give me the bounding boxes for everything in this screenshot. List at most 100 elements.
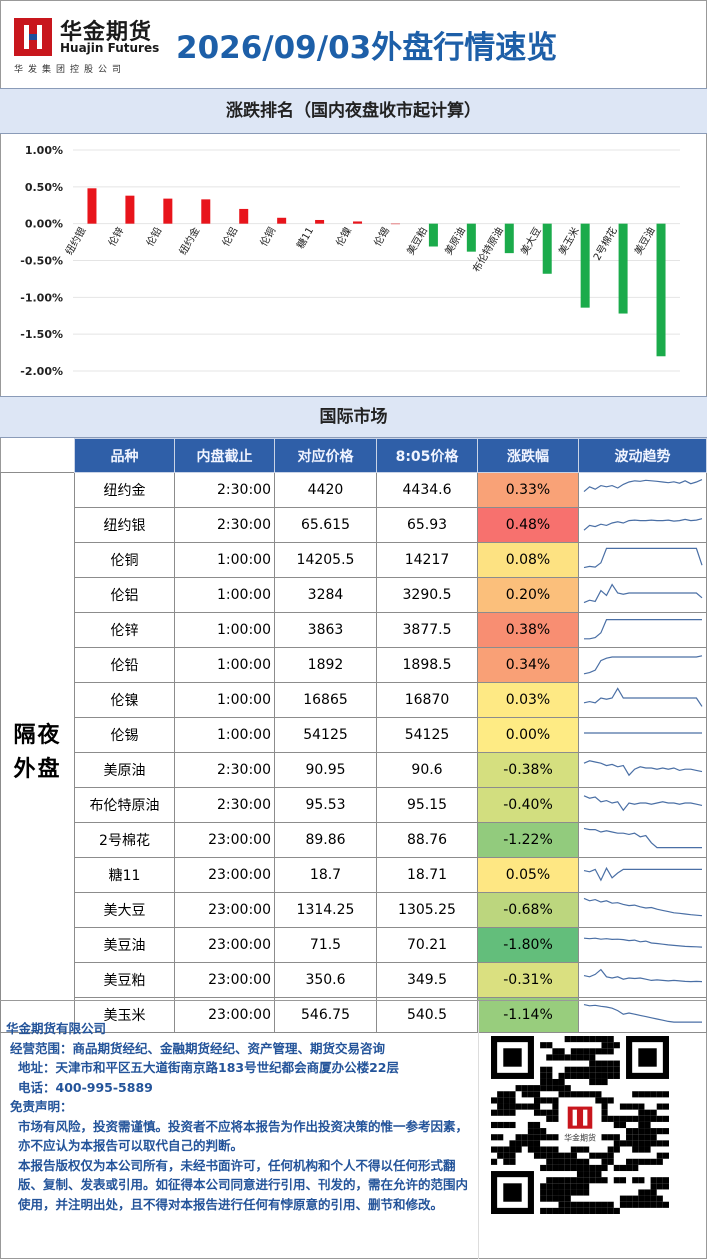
- cell-cutoff: 2:30:00: [174, 507, 275, 543]
- cell-change: 0.08%: [477, 542, 579, 578]
- y-tick-label: -2.00%: [20, 365, 63, 378]
- table-row: 布伦特原油 2:30:00 95.53 95.15 -0.40%: [1, 787, 707, 823]
- x-tick-label: 美豆油: [631, 225, 657, 257]
- sparkline: [583, 479, 702, 493]
- cell-name: 伦镍: [74, 682, 175, 718]
- bar-糖11: [315, 219, 325, 224]
- cell-change: 0.38%: [477, 612, 579, 648]
- cell-cutoff: 23:00:00: [174, 892, 275, 928]
- sparkline: [583, 1004, 702, 1023]
- cell-price: 16870: [376, 682, 478, 718]
- sparkline: [583, 760, 702, 777]
- table-row: 隔夜 外盘 纽约金 2:30:00 4420 4434.6 0.33%: [0, 472, 707, 1033]
- cell-name: 伦铝: [74, 577, 175, 613]
- cell-cutoff: 23:00:00: [174, 822, 275, 858]
- company-phone: 电话：400-995-5889: [18, 1079, 153, 1095]
- y-tick-label: 0.50%: [25, 181, 63, 194]
- x-tick-label: 伦铅: [143, 225, 164, 249]
- table-row: 伦铅 1:00:00 1892 1898.5 0.34%: [1, 647, 707, 683]
- bar-伦铝: [239, 208, 249, 224]
- cell-price: 65.93: [376, 507, 478, 543]
- cell-name: 纽约银: [74, 507, 175, 543]
- cell-price: 90.6: [376, 752, 478, 788]
- cell-change: 0.33%: [477, 472, 579, 508]
- cell-change: 0.00%: [477, 717, 579, 753]
- sparkline: [583, 518, 702, 531]
- footer-divider: [478, 1001, 479, 1259]
- cell-cutoff: 2:30:00: [174, 472, 275, 508]
- table-row: 伦锌 1:00:00 3863 3877.5 0.38%: [1, 612, 707, 648]
- cell-name: 糖11: [74, 857, 175, 893]
- x-tick-label: 伦锌: [105, 225, 126, 249]
- sparkline: [583, 547, 703, 569]
- sparkline: [583, 687, 702, 707]
- cell-trend: [578, 507, 707, 543]
- y-tick-label: -1.00%: [20, 291, 63, 304]
- cell-name: 美大豆: [74, 892, 175, 928]
- cell-ref-price: 71.5: [274, 927, 377, 963]
- cell-cutoff: 1:00:00: [174, 612, 275, 648]
- bar-伦铜: [277, 217, 287, 224]
- bar-伦锌: [125, 195, 135, 224]
- cell-ref-price: 65.615: [274, 507, 377, 543]
- cell-change: -1.14%: [477, 997, 579, 1033]
- table-row: 美原油 2:30:00 90.95 90.6 -0.38%: [1, 752, 707, 788]
- cell-price: 54125: [376, 717, 478, 753]
- cell-trend: [578, 997, 707, 1033]
- col-header-name: 品种: [74, 438, 175, 473]
- cell-name: 2号棉花: [74, 822, 175, 858]
- sparkline: [583, 583, 702, 604]
- cell-trend: [578, 927, 707, 963]
- cell-change: -0.38%: [477, 752, 579, 788]
- cell-price: 3290.5: [376, 577, 478, 613]
- y-tick-label: 1.00%: [25, 144, 63, 157]
- chart-section-title: 涨跌排名（国内夜盘收市起计算）: [0, 88, 707, 134]
- table-row: 美豆粕 23:00:00 350.6 349.5 -0.31%: [1, 962, 707, 998]
- cell-price: 3877.5: [376, 612, 478, 648]
- col-header-trend: 波动趋势: [578, 438, 707, 473]
- ranking-bar-chart: 1.00% 0.50% 0.00% -0.50% -1.00% -1.50% -2.00% 纽…: [20, 144, 680, 378]
- cell-trend: [578, 542, 707, 578]
- cell-price: 88.76: [376, 822, 478, 858]
- company-name: 华金期货有限公司: [6, 1021, 107, 1036]
- cell-ref-price: 350.6: [274, 962, 377, 998]
- table-row: 伦铜 1:00:00 14205.5 14217 0.08%: [1, 542, 707, 578]
- cell-price: 18.71: [376, 857, 478, 893]
- cell-ref-price: 3284: [274, 577, 377, 613]
- table-row: 2号棉花 23:00:00 89.86 88.76 -1.22%: [1, 822, 707, 858]
- cell-price: 1305.25: [376, 892, 478, 928]
- table-row: 美豆油 23:00:00 71.5 70.21 -1.80%: [1, 927, 707, 963]
- sparkline: [583, 655, 702, 675]
- sparkline: [583, 795, 702, 812]
- table-row: 美玉米 23:00:00 546.75 540.5 -1.14%: [1, 997, 707, 1033]
- cell-cutoff: 23:00:00: [174, 857, 275, 893]
- cell-change: -1.22%: [477, 822, 579, 858]
- x-tick-label: 2号棉花: [590, 225, 619, 263]
- bar-美原油: [466, 223, 476, 252]
- table-row: 纽约银 2:30:00 65.615 65.93 0.48%: [1, 507, 707, 543]
- col-header-price: 8:05价格: [376, 438, 478, 473]
- cell-name: 伦锌: [74, 612, 175, 648]
- y-tick-label: -0.50%: [20, 255, 63, 268]
- cell-name: 美原油: [74, 752, 175, 788]
- bar-伦锡: [390, 223, 400, 225]
- cell-trend: [578, 717, 707, 753]
- x-tick-label: 纽约金: [176, 225, 202, 257]
- bar-伦镍: [353, 221, 363, 224]
- cell-price: 1898.5: [376, 647, 478, 683]
- bar-2号棉花: [618, 223, 628, 314]
- sparkline: [583, 897, 702, 917]
- cell-ref-price: 54125: [274, 717, 377, 753]
- table-row: 伦镍 1:00:00 16865 16870 0.03%: [1, 682, 707, 718]
- col-header-cutoff: 内盘截止: [174, 438, 275, 473]
- cell-ref-price: 4420: [274, 472, 377, 508]
- header: 华金期货 Huajin Futures 华发集团控股公司 2026/09/03外…: [0, 0, 707, 88]
- x-tick-label: 伦铝: [219, 225, 240, 249]
- cell-change: 0.05%: [477, 857, 579, 893]
- cell-change: -0.40%: [477, 787, 579, 823]
- x-tick-label: 伦锡: [371, 225, 392, 249]
- cell-cutoff: 1:00:00: [174, 577, 275, 613]
- sparkline: [583, 937, 702, 948]
- cell-trend: [578, 612, 707, 648]
- cell-ref-price: 1892: [274, 647, 377, 683]
